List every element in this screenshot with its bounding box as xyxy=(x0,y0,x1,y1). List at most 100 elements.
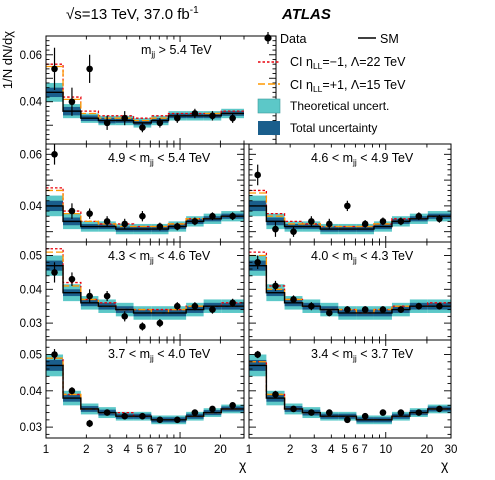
data-point xyxy=(103,119,111,127)
data-point xyxy=(139,323,146,330)
data-point xyxy=(156,319,164,327)
x-tick-label-right: 4 xyxy=(328,444,335,456)
mass-label-text: 4.0 < m xyxy=(311,249,353,263)
data-point xyxy=(229,402,236,409)
energy-superscript: -1 xyxy=(190,5,199,16)
data-point xyxy=(325,220,333,228)
sm-line xyxy=(249,364,451,421)
x-tick-label-right: 10 xyxy=(379,444,392,456)
energy-text: √s=13 TeV, 37.0 fb xyxy=(66,6,190,23)
data-point xyxy=(272,225,279,233)
data-point xyxy=(68,387,76,395)
data-point xyxy=(51,351,58,358)
data-point xyxy=(379,306,387,313)
data-point xyxy=(68,98,76,106)
panel-2: 0.04 0.06 4.9 < mjj < 5.4 TeV xyxy=(20,143,245,243)
legend-sm-label: SM xyxy=(380,32,399,46)
x-tick-label-right: 6 xyxy=(352,444,358,456)
panel-mass-label: 4.9 < mjj < 5.4 TeV xyxy=(108,151,211,167)
mass-label-sub: jj xyxy=(149,157,154,167)
mass-label-sub: jj xyxy=(352,353,357,363)
data-point xyxy=(209,212,216,220)
data-point xyxy=(229,114,236,122)
x-tick-label-left: 7 xyxy=(156,444,162,456)
panel-7-plot-area xyxy=(249,350,451,425)
mass-label-sub: jj xyxy=(352,255,357,265)
panel-7: 3.4 < mjj < 3.7 TeV xyxy=(248,339,452,439)
panel-mass-label: mjj > 5.4 TeV xyxy=(141,43,212,59)
data-point xyxy=(174,114,181,122)
x-tick-label-right: 3 xyxy=(311,444,317,456)
legend-ci-minus-label: CI ηLL=−1, Λ=22 TeV xyxy=(290,55,406,71)
mass-label-range: < 4.3 TeV xyxy=(357,249,414,263)
data-point xyxy=(103,218,111,225)
data-point xyxy=(344,306,351,313)
x-tick-label-left: 6 xyxy=(147,444,153,456)
data-point xyxy=(191,302,199,310)
mass-label-range: < 4.6 TeV xyxy=(154,249,211,263)
legend-theo-label: Theoretical uncert. xyxy=(290,99,389,113)
panel-mass-label: 3.4 < mjj < 3.7 TeV xyxy=(311,347,414,363)
data-point xyxy=(174,223,181,230)
sm-line xyxy=(46,264,244,314)
x-tick-label-left: 2 xyxy=(83,444,89,456)
data-point xyxy=(436,302,443,310)
data-point xyxy=(174,416,181,424)
data-point xyxy=(344,202,351,210)
x-tick-label-left: 1 xyxy=(43,444,49,456)
x-tick-label-left: 3 xyxy=(107,444,113,456)
mass-label-sub: jj xyxy=(150,49,155,59)
data-point xyxy=(139,212,146,220)
panel-frame xyxy=(248,339,452,439)
data-point xyxy=(229,212,236,220)
data-point xyxy=(103,292,111,300)
experiment-label: ATLAS xyxy=(281,6,331,23)
data-point xyxy=(103,409,111,416)
data-point xyxy=(51,151,58,158)
legend-total-swatch xyxy=(258,121,280,135)
data-point xyxy=(308,409,315,416)
data-point xyxy=(290,296,297,303)
legend-ci-plus-label: CI ηLL=+1, Λ=15 TeV xyxy=(290,78,406,94)
data-point xyxy=(209,306,216,313)
data-point xyxy=(397,306,405,313)
mass-label-text: 4.3 < m xyxy=(108,249,150,263)
data-point xyxy=(290,405,297,413)
mass-label-range: < 4.9 TeV xyxy=(357,151,414,165)
data-point xyxy=(361,412,369,420)
panel-3: 4.6 < mjj < 4.9 TeV xyxy=(248,143,452,243)
data-point xyxy=(86,210,93,217)
legend-total-label: Total uncertainty xyxy=(290,121,377,135)
data-point xyxy=(121,220,129,228)
mass-label-text: 4.9 < m xyxy=(108,151,150,165)
data-point xyxy=(229,299,236,307)
data-point xyxy=(254,351,261,358)
legend-ci-plus-text-2: =+1, Λ=15 TeV xyxy=(322,78,406,92)
mass-label-sub: jj xyxy=(352,157,357,167)
panel-1-plot-area xyxy=(46,47,244,133)
data-point xyxy=(209,112,216,120)
energy-label: √s=13 TeV, 37.0 fb-1 xyxy=(66,5,199,23)
x-axis-label-right: χ xyxy=(441,457,449,473)
y-tick-label: 0.04 xyxy=(20,386,43,398)
data-point xyxy=(191,409,199,416)
data-point xyxy=(86,292,93,300)
data-point xyxy=(436,405,443,413)
ci-minus-line xyxy=(46,63,244,119)
y-tick-label: 0.05 xyxy=(20,251,42,263)
data-point xyxy=(272,282,279,290)
x-tick-label-left: 4 xyxy=(123,444,130,456)
legend-ci-plus-sub: LL xyxy=(313,84,323,94)
y-tick-label: 0.03 xyxy=(20,422,42,434)
data-point xyxy=(156,119,164,127)
data-point xyxy=(272,391,279,398)
y-tick-label: 0.04 xyxy=(20,201,43,213)
data-point xyxy=(156,223,164,230)
panel-mass-label: 4.0 < mjj < 4.3 TeV xyxy=(311,249,414,265)
data-point xyxy=(325,309,333,317)
data-point xyxy=(254,171,261,179)
mass-label-sub: jj xyxy=(149,353,154,363)
mass-label-range: < 3.7 TeV xyxy=(357,347,414,361)
legend-data-label: Data xyxy=(280,32,306,46)
